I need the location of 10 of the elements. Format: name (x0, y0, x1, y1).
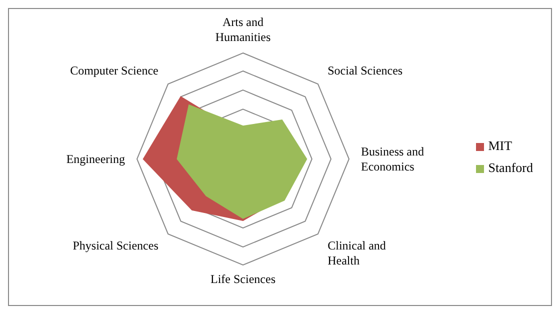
spoke-label: Computer Science (70, 63, 158, 78)
spoke-label: Arts and Humanities (215, 15, 271, 44)
legend-label: Stanford (488, 160, 533, 175)
spoke-label: Physical Sciences (72, 238, 159, 253)
legend-label: MIT (488, 138, 512, 153)
spoke-label: Social Sciences (328, 63, 403, 78)
spoke-label: Clinical and Health (328, 238, 386, 268)
spoke-label: Business and Economics (361, 144, 424, 174)
spoke-label: Life Sciences (210, 272, 276, 286)
spoke-label: Engineering (66, 152, 125, 166)
